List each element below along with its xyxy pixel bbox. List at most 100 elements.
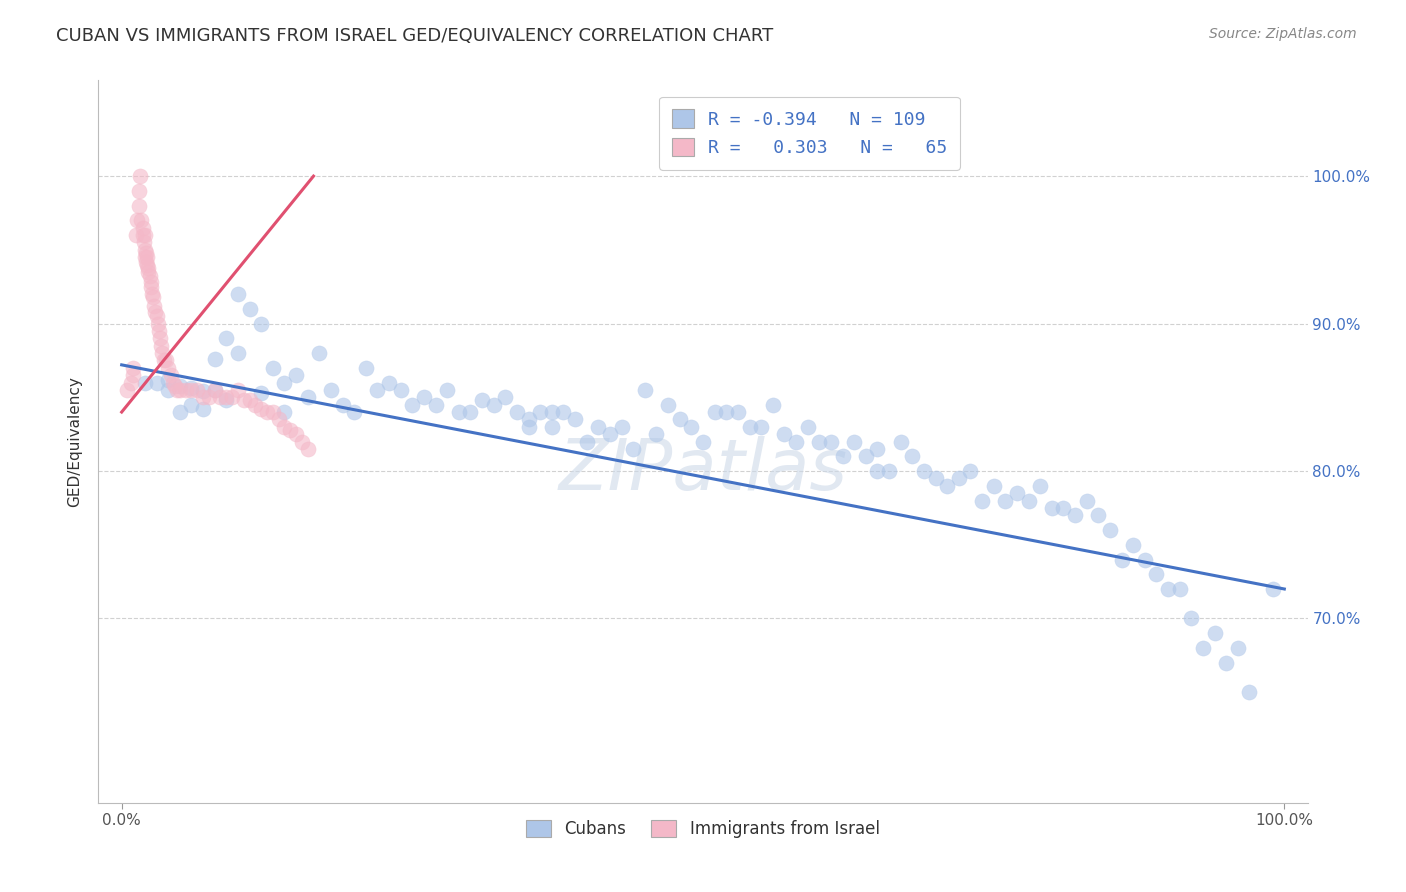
Point xyxy=(912,464,935,478)
Point xyxy=(1098,523,1121,537)
Point xyxy=(343,405,366,419)
Point xyxy=(166,383,188,397)
Point xyxy=(139,275,162,289)
Point xyxy=(174,383,197,397)
Point xyxy=(134,376,156,390)
Point xyxy=(129,169,152,183)
Point xyxy=(924,471,946,485)
Point xyxy=(1226,640,1249,655)
Point xyxy=(866,464,889,478)
Point xyxy=(482,398,505,412)
Point xyxy=(155,353,177,368)
Point xyxy=(1239,685,1261,699)
Point xyxy=(157,383,180,397)
Point xyxy=(204,383,226,397)
Point xyxy=(959,464,981,478)
Point xyxy=(1064,508,1087,523)
Point xyxy=(245,398,267,412)
Point xyxy=(471,393,494,408)
Point xyxy=(540,419,562,434)
Point xyxy=(517,419,540,434)
Point xyxy=(239,393,262,408)
Point xyxy=(215,393,238,408)
Point xyxy=(149,331,172,345)
Point xyxy=(716,405,738,419)
Point xyxy=(1204,626,1226,640)
Point xyxy=(1029,479,1052,493)
Point xyxy=(122,360,145,375)
Point xyxy=(1157,582,1180,596)
Point xyxy=(413,390,436,404)
Point xyxy=(1180,611,1202,625)
Point xyxy=(157,360,180,375)
Y-axis label: GED/Equivalency: GED/Equivalency xyxy=(67,376,83,507)
Point xyxy=(668,412,690,426)
Point xyxy=(621,442,644,456)
Point xyxy=(727,405,749,419)
Point xyxy=(165,378,187,392)
Point xyxy=(1005,486,1028,500)
Point xyxy=(148,324,170,338)
Point xyxy=(796,419,818,434)
Point xyxy=(890,434,912,449)
Point xyxy=(131,213,153,227)
Point xyxy=(180,383,202,397)
Point xyxy=(138,269,160,284)
Point xyxy=(162,376,184,390)
Point xyxy=(285,368,308,383)
Point xyxy=(366,383,388,397)
Point xyxy=(145,376,167,390)
Text: CUBAN VS IMMIGRANTS FROM ISRAEL GED/EQUIVALENCY CORRELATION CHART: CUBAN VS IMMIGRANTS FROM ISRAEL GED/EQUI… xyxy=(56,27,773,45)
Point xyxy=(191,384,214,399)
Point xyxy=(1215,656,1237,670)
Point xyxy=(1168,582,1191,596)
Point xyxy=(901,450,924,464)
Point xyxy=(773,427,796,442)
Point xyxy=(143,299,166,313)
Point xyxy=(1133,552,1156,566)
Point xyxy=(122,368,145,383)
Point xyxy=(135,254,157,268)
Point xyxy=(186,383,208,397)
Point xyxy=(169,378,191,392)
Point xyxy=(354,360,377,375)
Point xyxy=(124,228,146,243)
Point xyxy=(125,213,148,227)
Point xyxy=(138,265,160,279)
Point xyxy=(645,427,668,442)
Point xyxy=(128,184,150,198)
Point xyxy=(948,471,970,485)
Point xyxy=(239,301,262,316)
Point xyxy=(460,405,482,419)
Point xyxy=(120,376,142,390)
Point xyxy=(1087,508,1109,523)
Point xyxy=(681,419,703,434)
Point xyxy=(844,434,866,449)
Point xyxy=(494,390,516,404)
Point xyxy=(285,427,308,442)
Point xyxy=(169,383,191,397)
Point xyxy=(273,376,295,390)
Text: Source: ZipAtlas.com: Source: ZipAtlas.com xyxy=(1209,27,1357,41)
Point xyxy=(128,199,150,213)
Point xyxy=(135,245,157,260)
Point xyxy=(401,398,423,412)
Point xyxy=(273,405,295,419)
Legend: Cubans, Immigrants from Israel: Cubans, Immigrants from Israel xyxy=(520,814,886,845)
Point xyxy=(215,390,238,404)
Point xyxy=(866,442,889,456)
Point xyxy=(319,383,342,397)
Point xyxy=(564,412,586,426)
Text: ZIPatlas: ZIPatlas xyxy=(558,436,848,505)
Point xyxy=(970,493,993,508)
Point xyxy=(1144,567,1167,582)
Point xyxy=(738,419,761,434)
Point xyxy=(762,398,785,412)
Point xyxy=(180,398,202,412)
Point xyxy=(221,390,243,404)
Point xyxy=(134,250,156,264)
Point xyxy=(209,390,232,404)
Point xyxy=(983,479,1005,493)
Point xyxy=(262,360,284,375)
Point xyxy=(134,228,156,243)
